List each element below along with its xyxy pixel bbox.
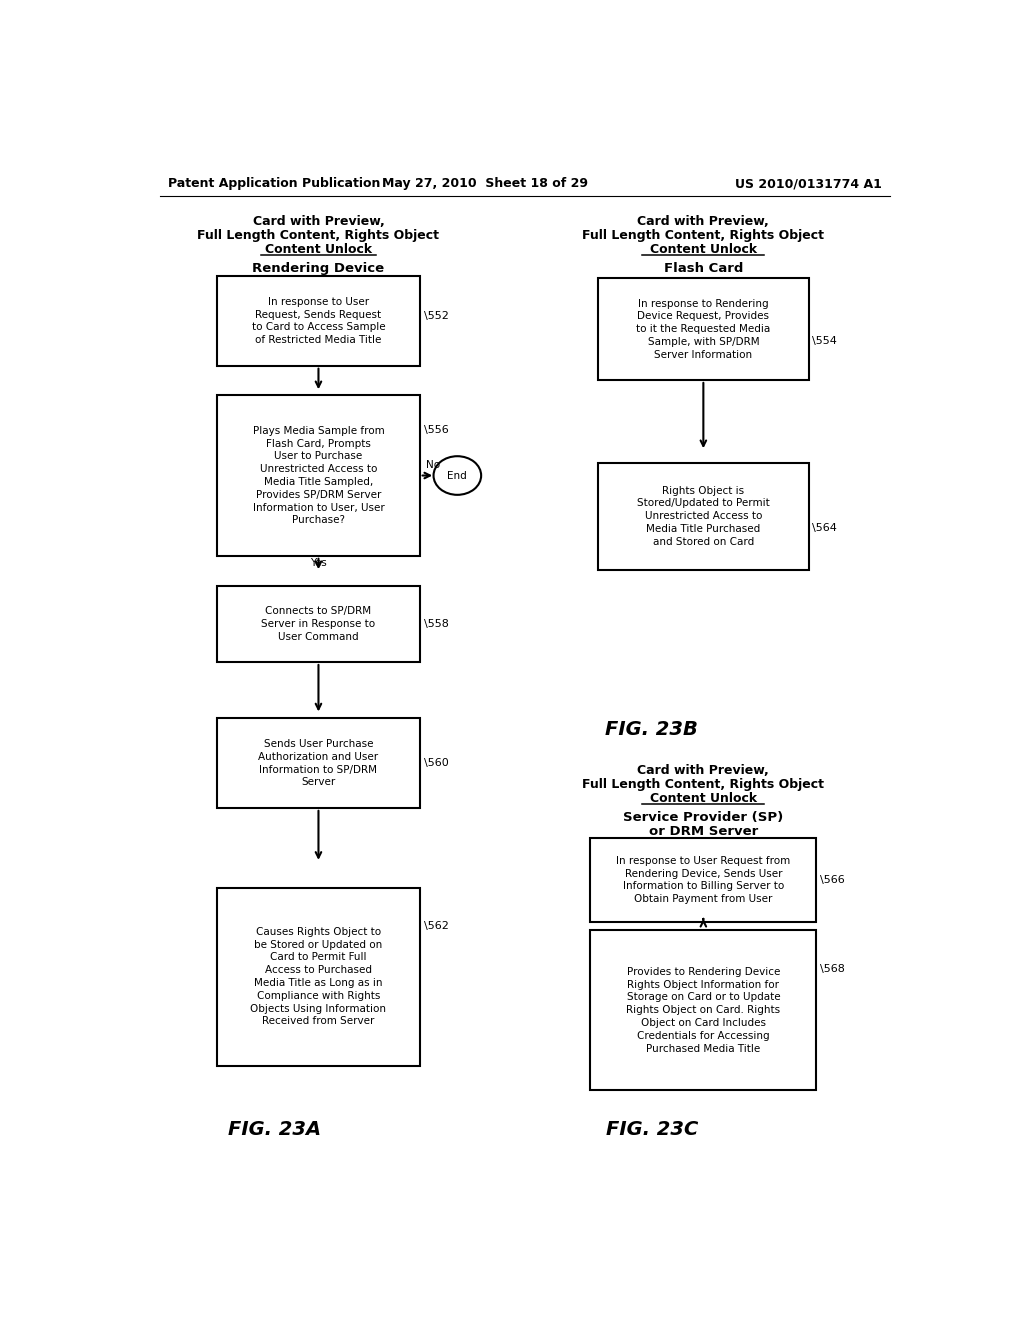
Text: Patent Application Publication: Patent Application Publication [168, 177, 380, 190]
Text: Plays Media Sample from
Flash Card, Prompts
User to Purchase
Unrestricted Access: Plays Media Sample from Flash Card, Prom… [253, 426, 384, 525]
FancyBboxPatch shape [217, 887, 420, 1065]
Text: FIG. 23A: FIG. 23A [228, 1119, 322, 1139]
Text: Full Length Content, Rights Object: Full Length Content, Rights Object [198, 230, 439, 242]
FancyBboxPatch shape [598, 279, 809, 380]
Text: \556: \556 [424, 425, 449, 434]
Text: or DRM Server: or DRM Server [649, 825, 758, 838]
Text: US 2010/0131774 A1: US 2010/0131774 A1 [735, 177, 882, 190]
FancyBboxPatch shape [217, 276, 420, 366]
Text: Service Provider (SP): Service Provider (SP) [624, 810, 783, 824]
Text: \552: \552 [424, 312, 449, 321]
FancyBboxPatch shape [217, 586, 420, 663]
Text: Card with Preview,: Card with Preview, [638, 215, 769, 228]
Text: Content Unlock: Content Unlock [650, 243, 757, 256]
Text: Content Unlock: Content Unlock [265, 243, 372, 256]
Text: \564: \564 [812, 523, 838, 533]
Text: Causes Rights Object to
be Stored or Updated on
Card to Permit Full
Access to Pu: Causes Rights Object to be Stored or Upd… [251, 927, 386, 1027]
FancyBboxPatch shape [590, 929, 816, 1090]
Text: In response to User Request from
Rendering Device, Sends User
Information to Bil: In response to User Request from Renderi… [616, 855, 791, 904]
Text: \562: \562 [424, 921, 449, 931]
Text: Yes: Yes [310, 558, 327, 568]
Text: Card with Preview,: Card with Preview, [253, 215, 384, 228]
Text: Provides to Rendering Device
Rights Object Information for
Storage on Card or to: Provides to Rendering Device Rights Obje… [627, 966, 780, 1053]
FancyBboxPatch shape [598, 463, 809, 569]
Text: \558: \558 [424, 619, 449, 628]
FancyBboxPatch shape [217, 395, 420, 556]
Text: Sends User Purchase
Authorization and User
Information to SP/DRM
Server: Sends User Purchase Authorization and Us… [258, 739, 379, 787]
Text: In response to Rendering
Device Request, Provides
to it the Requested Media
Samp: In response to Rendering Device Request,… [636, 298, 770, 360]
Text: Connects to SP/DRM
Server in Response to
User Command: Connects to SP/DRM Server in Response to… [261, 606, 376, 642]
Text: Full Length Content, Rights Object: Full Length Content, Rights Object [583, 230, 824, 242]
Text: FIG. 23C: FIG. 23C [605, 1119, 698, 1139]
Text: Card with Preview,: Card with Preview, [638, 764, 769, 776]
Text: May 27, 2010  Sheet 18 of 29: May 27, 2010 Sheet 18 of 29 [382, 177, 588, 190]
Text: In response to User
Request, Sends Request
to Card to Access Sample
of Restricte: In response to User Request, Sends Reque… [252, 297, 385, 346]
Text: FIG. 23B: FIG. 23B [605, 721, 698, 739]
Text: No: No [426, 461, 440, 470]
Text: \566: \566 [820, 875, 845, 884]
Text: Full Length Content, Rights Object: Full Length Content, Rights Object [583, 777, 824, 791]
Text: \568: \568 [820, 965, 845, 974]
Text: \560: \560 [424, 758, 449, 768]
Text: Rendering Device: Rendering Device [252, 261, 385, 275]
Text: Flash Card: Flash Card [664, 261, 743, 275]
FancyBboxPatch shape [217, 718, 420, 808]
Text: \554: \554 [812, 337, 838, 346]
FancyBboxPatch shape [590, 838, 816, 921]
Text: Content Unlock: Content Unlock [650, 792, 757, 805]
Text: Rights Object is
Stored/Updated to Permit
Unrestricted Access to
Media Title Pur: Rights Object is Stored/Updated to Permi… [637, 486, 770, 546]
Text: End: End [447, 470, 467, 480]
